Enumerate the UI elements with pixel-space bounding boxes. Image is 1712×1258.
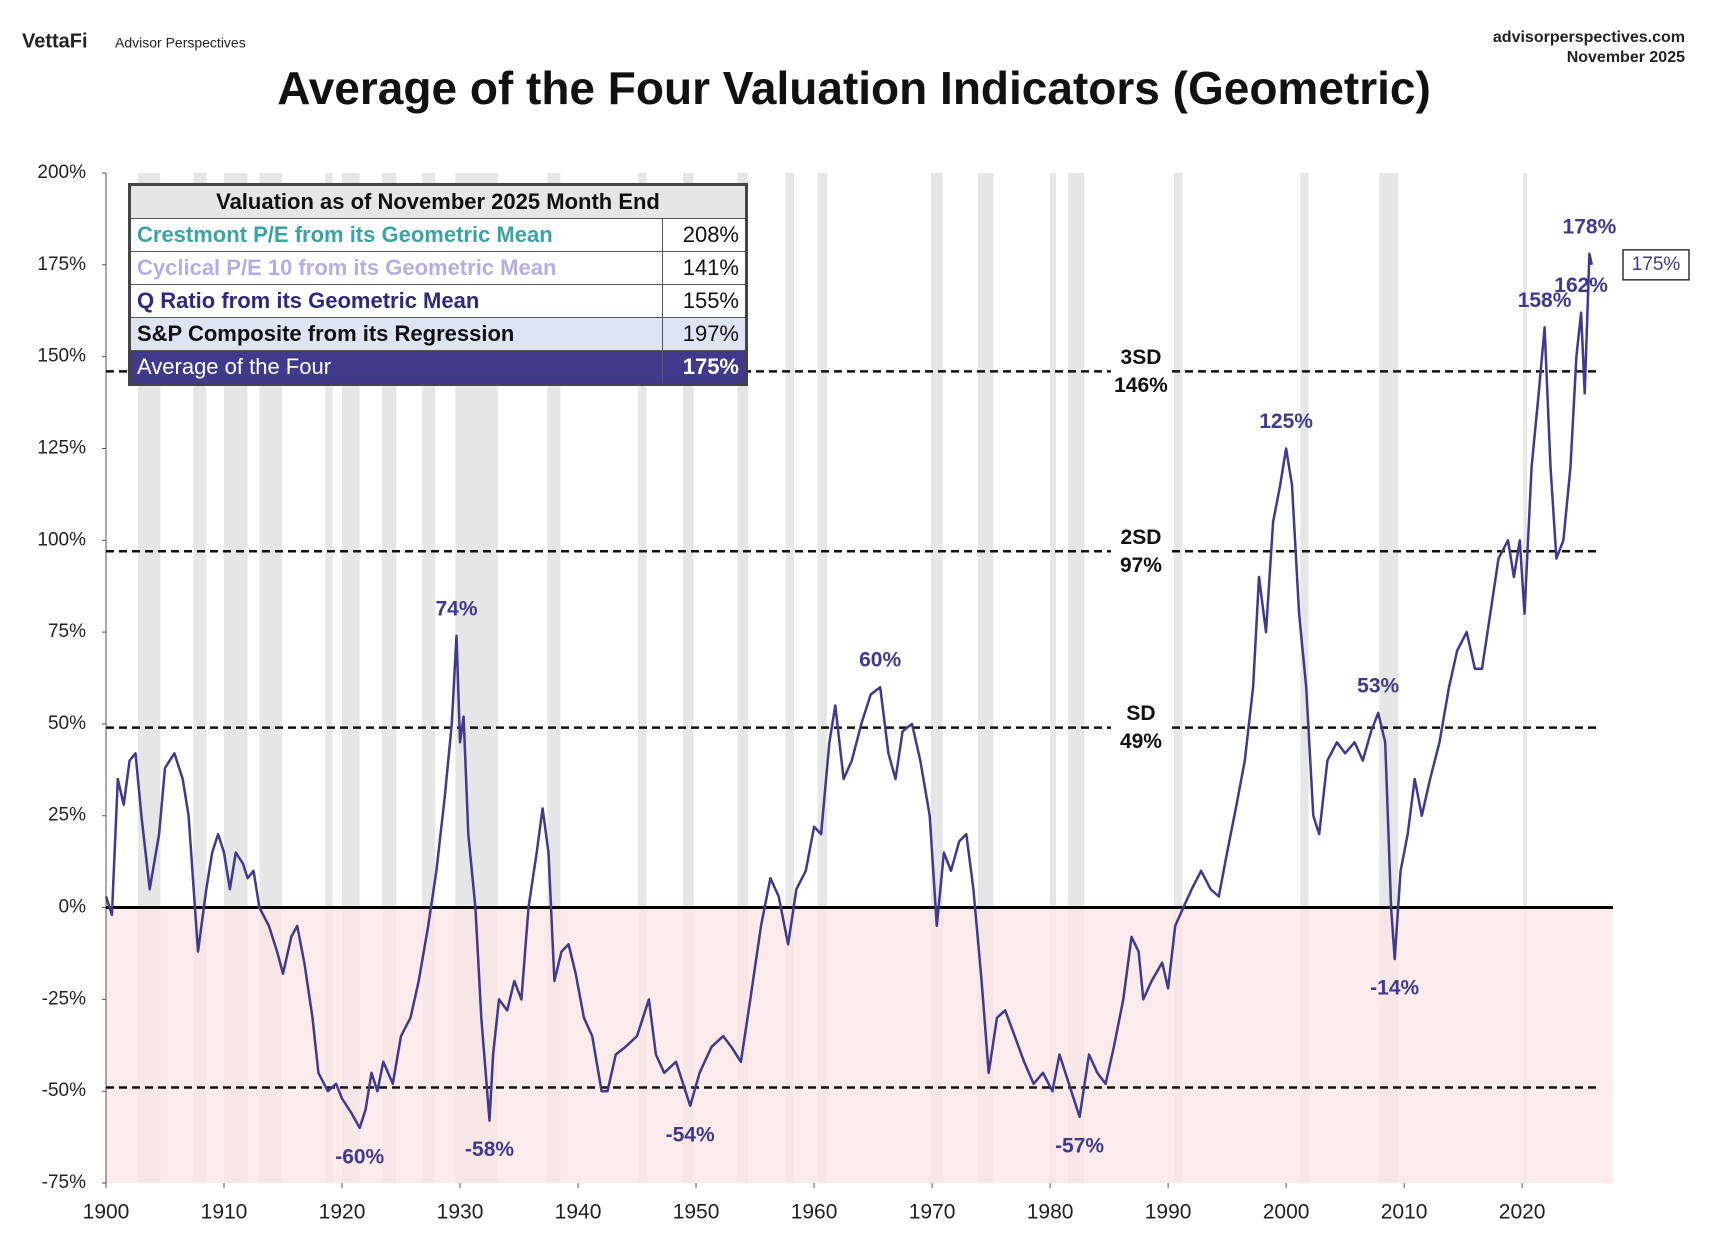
shaded-period [683,173,694,1183]
x-tick-label: 1920 [319,1201,366,1224]
annotation: 53% [1357,674,1399,697]
shaded-period [638,173,647,1183]
reference-value: 146% [1114,374,1168,397]
row-label: Average of the Four [129,350,663,385]
row-label: Q Ratio from its Geometric Mean [129,284,663,318]
x-tick-label: 1910 [201,1201,248,1224]
shaded-period [930,173,943,1183]
y-tick-label: -25% [42,988,86,1009]
annotation: -57% [1055,1134,1104,1157]
reference-value: 49% [1120,730,1162,753]
x-tick-label: 1970 [909,1201,956,1224]
shaded-period [817,173,828,1183]
shaded-period [785,173,795,1183]
y-tick-label: -75% [42,1172,86,1193]
website: advisorperspectives.com [1493,29,1685,46]
reference-label: 2SD [1121,526,1162,549]
shaded-period [737,173,748,1183]
data-line [104,252,1594,1130]
y-tick-label: 75% [48,621,86,642]
annotation: 74% [435,597,477,620]
reference-label-bg [1110,701,1171,756]
annotation: -54% [666,1123,715,1146]
x-tick-label: 1990 [1145,1201,1192,1224]
annotation: 60% [859,649,901,672]
y-tick-label: 200% [37,162,86,183]
reference-label-bg [1110,525,1171,580]
row-value: 197% [662,317,747,351]
row-label: S&P Composite from its Regression [129,317,663,351]
shaded-period [1523,173,1527,1183]
annotation: 125% [1259,410,1313,433]
shaded-period [325,173,333,1183]
x-tick-label: 2000 [1263,1201,1310,1224]
reference-label: SD [1126,702,1155,725]
chart-title: Average of the Four Valuation Indicators… [277,62,1431,114]
shaded-period [1173,173,1183,1183]
row-value: 208% [662,218,747,252]
end-label: 175% [1632,254,1681,275]
brand: VettaFi [22,30,88,52]
negative-zone [106,907,1613,1183]
y-tick-label: 25% [48,805,86,826]
x-tick-label: 1930 [437,1201,484,1224]
publisher: Advisor Perspectives [115,35,246,51]
row-value: 155% [662,284,747,318]
y-tick-label: 150% [37,346,86,367]
x-tick-label: 1960 [791,1201,838,1224]
y-tick-label: 125% [37,437,86,458]
reference-value: 97% [1120,554,1162,577]
x-tick-label: 2010 [1381,1201,1428,1224]
x-tick-label: 1900 [83,1201,130,1224]
annotation: 178% [1563,215,1617,238]
y-tick-label: 100% [37,529,86,550]
row-label: Cyclical P/E 10 from its Geometric Mean [129,251,663,285]
row-value: 175% [662,350,747,385]
y-tick-label: 50% [48,713,86,734]
x-tick-label: 2020 [1499,1201,1546,1224]
valuation-table: Valuation as of November 2025 Month End … [128,183,748,386]
y-tick-label: -50% [42,1080,86,1101]
annotation: -60% [335,1145,384,1168]
reference-label: 3SD [1121,346,1162,369]
annotation: 162% [1554,274,1608,297]
shaded-period [1050,173,1056,1183]
x-tick-label: 1940 [555,1201,602,1224]
annotation: -58% [465,1138,514,1161]
row-label: Crestmont P/E from its Geometric Mean [129,218,663,252]
date: November 2025 [1567,49,1685,66]
end-label-box [1622,249,1690,281]
x-tick-label: 1950 [673,1201,720,1224]
y-tick-label: 0% [59,897,87,918]
reference-label-bg [1110,345,1171,400]
x-tick-label: 1980 [1027,1201,1074,1224]
y-tick-label: 175% [37,254,86,275]
annotation: -14% [1370,977,1419,1000]
table-title: Valuation as of November 2025 Month End [129,184,747,219]
annotation: 158% [1518,289,1572,312]
row-value: 141% [662,251,747,285]
